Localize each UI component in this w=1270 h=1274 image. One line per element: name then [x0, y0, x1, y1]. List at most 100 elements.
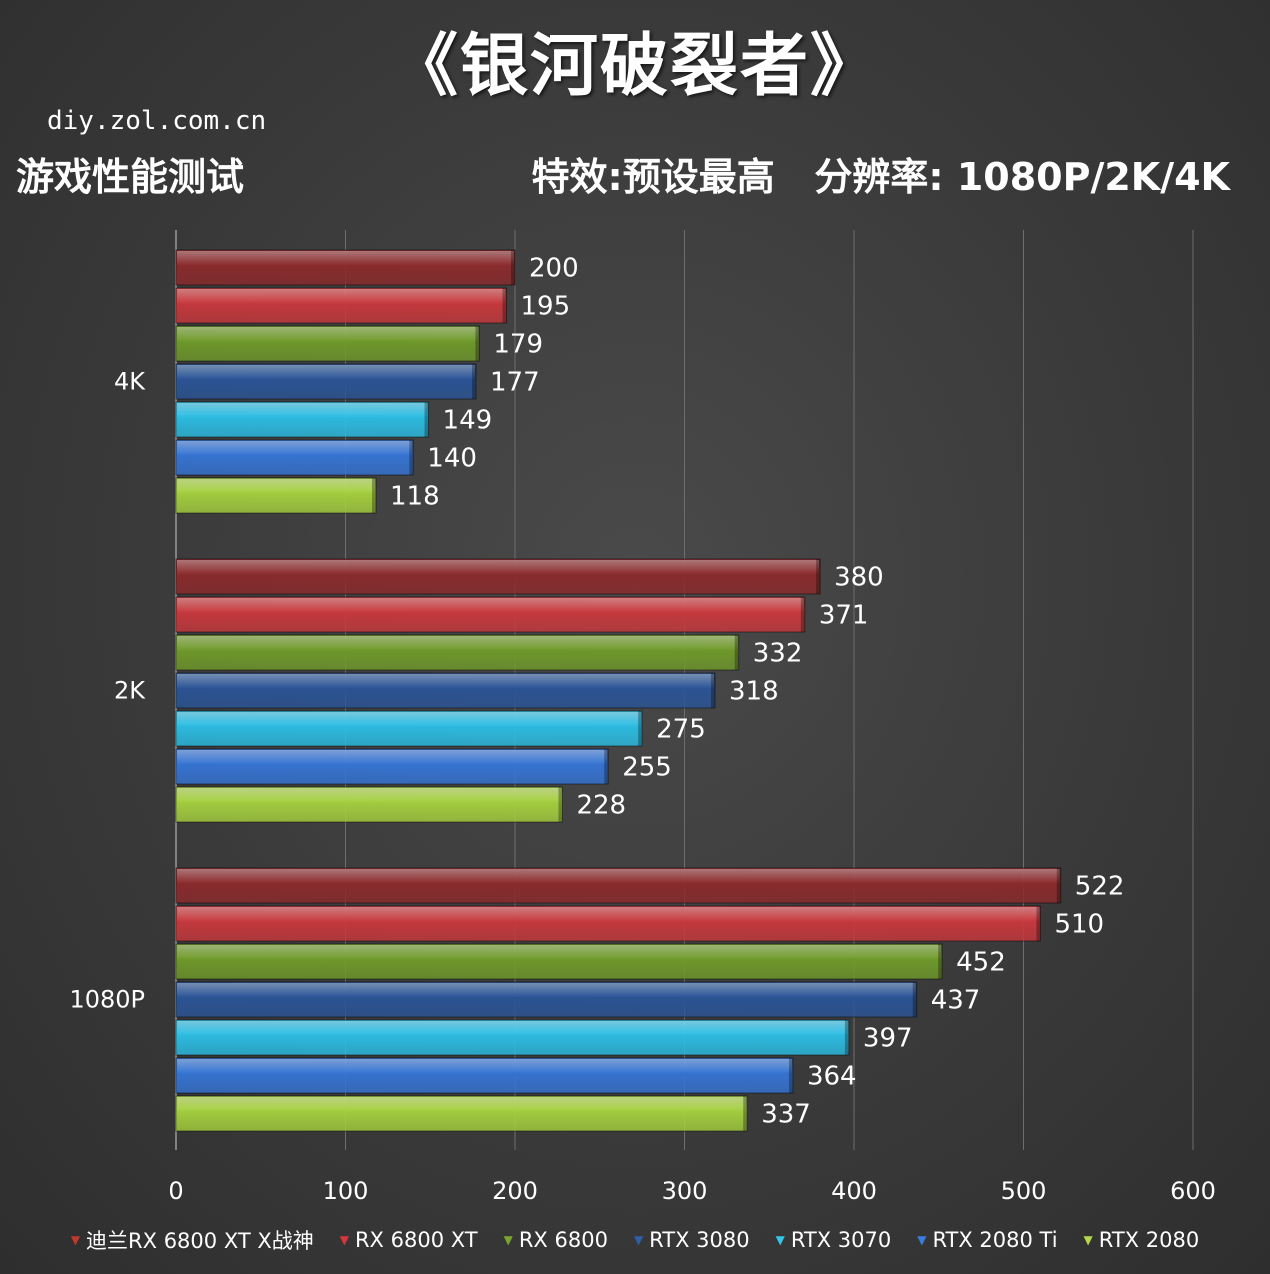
legend-label: RX 6800 — [518, 1228, 608, 1252]
legend-item: ▼ RX 6800 — [504, 1225, 608, 1255]
subtitle-left: 游戏性能测试 — [16, 155, 245, 199]
data-label: 332 — [753, 639, 803, 669]
legend-label: RX 6800 XT — [354, 1228, 478, 1252]
data-label: 371 — [819, 601, 869, 631]
bar-end-shade — [816, 559, 821, 594]
data-label: 179 — [493, 330, 543, 360]
bar-highlight — [177, 750, 608, 765]
bar-highlight — [177, 674, 715, 689]
bar-highlight — [177, 327, 479, 342]
data-label: 510 — [1054, 910, 1104, 940]
bar-highlight — [177, 560, 820, 575]
bar-highlight — [177, 403, 428, 418]
bar-highlight — [177, 983, 916, 998]
legend-marker-icon: ▼ — [775, 1233, 785, 1247]
data-label: 364 — [807, 1062, 857, 1092]
legend-label: RTX 2080 — [1098, 1228, 1200, 1252]
data-label: 177 — [490, 368, 540, 398]
legend-marker-icon: ▼ — [633, 1233, 644, 1247]
legend-item: ▼ RTX 3070 — [776, 1225, 892, 1255]
bar-end-shade — [1056, 868, 1061, 903]
bar-end-shade — [1036, 906, 1041, 941]
bar-highlight — [177, 598, 804, 613]
bar-end-shade — [938, 944, 943, 979]
data-label: 318 — [729, 677, 779, 707]
data-label: 195 — [521, 292, 571, 322]
chart-title: 《银河破裂者》 — [389, 27, 880, 106]
bar-end-shade — [638, 711, 643, 746]
x-tick-label: 400 — [831, 1177, 877, 1205]
data-label: 397 — [863, 1024, 913, 1054]
category-label: 4K — [114, 368, 146, 396]
x-tick-label: 500 — [1001, 1177, 1047, 1205]
category-label: 2K — [114, 677, 146, 705]
bar-end-shade — [372, 478, 377, 513]
legend-label: RTX 3080 — [649, 1228, 750, 1252]
data-label: 522 — [1075, 872, 1125, 902]
site-watermark: diy.zol.com.cn — [47, 106, 267, 136]
legend-item: ▼ RX 6800 XT — [340, 1225, 478, 1255]
bar-highlight — [177, 479, 376, 494]
category-label: 1080P — [69, 986, 145, 1014]
subtitle-right: 特效:预设最高 分辨率: 1080P/2K/4K — [531, 155, 1230, 199]
chart-legend: ▼ 迪兰RX 6800 XT X战神 ▼ RX 6800 XT ▼ RX 6800 ▼ RTX… — [0, 1225, 1270, 1255]
bar-end-shade — [800, 597, 805, 632]
bar-end-shade — [475, 326, 480, 361]
bar-end-shade — [734, 635, 739, 670]
bar-end-shade — [472, 364, 477, 399]
data-label: 118 — [390, 482, 440, 512]
bar-highlight — [177, 289, 506, 304]
bar-highlight — [177, 251, 514, 266]
bar-end-shade — [424, 402, 429, 437]
legend-marker-icon: ▼ — [503, 1233, 513, 1247]
bar-end-shade — [912, 982, 917, 1017]
bar-end-shade — [511, 250, 515, 285]
bar-highlight — [177, 1059, 792, 1074]
legend-marker-icon: ▼ — [70, 1233, 81, 1247]
legend-item: ▼ RTX 3080 — [634, 1225, 750, 1255]
legend-marker-icon: ▼ — [1083, 1233, 1093, 1247]
bar-highlight — [177, 441, 413, 456]
data-label: 149 — [443, 406, 493, 436]
x-tick-label: 300 — [662, 1177, 708, 1205]
data-label: 337 — [761, 1100, 811, 1130]
legend-item: ▼ 迪兰RX 6800 XT X战神 — [71, 1225, 314, 1255]
bar-highlight — [177, 712, 642, 727]
bar-end-shade — [604, 749, 609, 784]
data-label: 275 — [656, 715, 706, 745]
bar-end-shade — [502, 288, 507, 323]
legend-label: 迪兰RX 6800 XT X战神 — [86, 1229, 314, 1253]
data-label: 140 — [427, 444, 477, 474]
bar-highlight — [177, 365, 476, 380]
bar-end-shade — [844, 1020, 849, 1055]
legend-marker-icon: ▼ — [339, 1233, 349, 1247]
x-tick-label: 200 — [492, 1177, 538, 1205]
bar-end-shade — [558, 787, 563, 822]
bar-highlight — [177, 869, 1060, 884]
bar-highlight — [177, 1021, 848, 1036]
bar-end-shade — [788, 1058, 793, 1093]
data-label: 228 — [576, 791, 626, 821]
bar-highlight — [177, 1097, 747, 1112]
data-label: 437 — [931, 986, 981, 1016]
bar-highlight — [177, 636, 738, 651]
bar-end-shade — [711, 673, 716, 708]
legend-label: RTX 2080 Ti — [932, 1228, 1058, 1252]
bar-highlight — [177, 788, 562, 803]
x-tick-label: 100 — [323, 1177, 369, 1205]
x-tick-label: 600 — [1170, 1177, 1216, 1205]
data-label: 200 — [529, 254, 579, 284]
data-label: 255 — [622, 753, 672, 783]
bar-end-shade — [743, 1096, 748, 1131]
bar-end-shade — [409, 440, 414, 475]
data-label: 452 — [956, 948, 1006, 978]
legend-item: ▼ RTX 2080 Ti — [917, 1225, 1057, 1255]
bar-highlight — [177, 907, 1040, 922]
x-tick-label: 0 — [168, 1177, 183, 1205]
data-label: 380 — [834, 563, 884, 593]
legend-marker-icon: ▼ — [917, 1233, 927, 1247]
bar-highlight — [177, 945, 942, 960]
legend-item: ▼ RTX 2080 — [1084, 1225, 1200, 1255]
legend-label: RTX 3070 — [790, 1228, 892, 1252]
